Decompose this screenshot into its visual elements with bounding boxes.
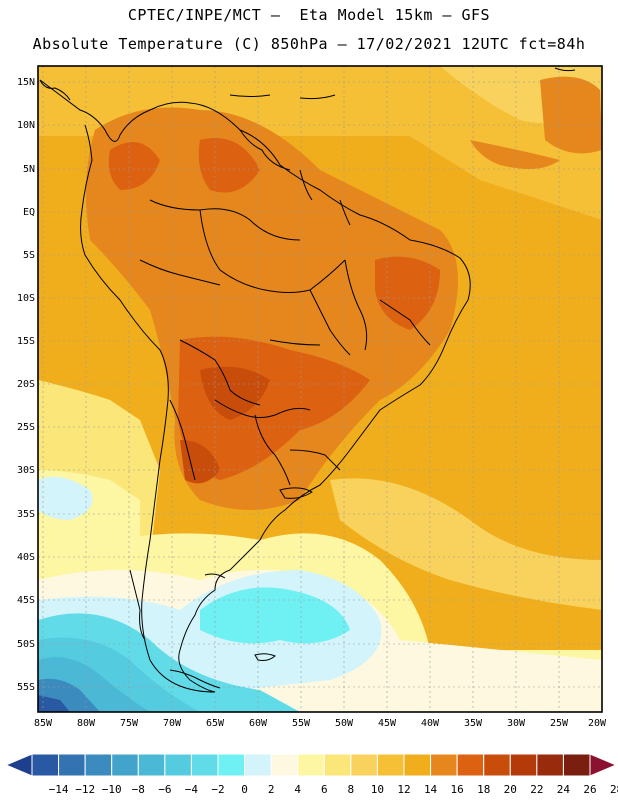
lon-label: 40W [421,718,440,729]
colorbar-swatch [376,753,405,777]
colorbar-swatch [137,753,166,777]
colorbar-max-arrow [589,753,618,777]
colorbar-tick-label: −10 [102,783,122,796]
colorbar-swatch [403,753,432,777]
lat-label: 25S [17,422,35,433]
colorbar-tick-label: 4 [294,783,301,796]
colorbar-swatch [430,753,458,777]
lon-label: 30W [507,718,526,729]
colorbar-swatch [270,753,299,777]
lat-label: 45S [17,595,35,606]
colorbar-swatch [111,753,139,777]
temperature-field [38,66,602,712]
colorbar-tick-label: 28 [610,783,618,796]
lat-label: EQ [23,207,35,218]
lon-label: 75W [120,718,139,729]
colorbar-tick-label: −12 [75,783,95,796]
lon-label: 80W [77,718,96,729]
latitude-labels: 15N 10N 5N EQ 5S 10S 15S 20S 25S 30S 35S… [17,77,35,693]
colorbar-tick-label: 6 [321,783,328,796]
colorbar-tick-label: 14 [424,783,438,796]
graticule [38,66,603,712]
colorbar-swatch [84,753,113,777]
colorbar-tick-label: 12 [397,783,410,796]
colorbar-tick-label: −4 [185,783,199,796]
lon-label: 65W [206,718,225,729]
colorbar-tick-label: 20 [504,783,517,796]
colorbar-min-arrow [4,753,33,777]
lat-label: 50S [17,639,35,650]
colorbar-tick-label: −8 [132,783,145,796]
lat-label: 10N [17,120,35,131]
colorbar-swatch [31,753,60,777]
lat-label: 20S [17,379,35,390]
colorbar-tick-label: 22 [530,783,543,796]
colorbar-tick-label: 16 [451,783,464,796]
title-line-1: CPTEC/INPE/MCT – Eta Model 15km – GFS [127,6,491,24]
coastlines [39,67,576,693]
lat-label: 5S [23,250,35,261]
colorbar-swatch [244,753,272,777]
lon-label: 35W [464,718,483,729]
colorbar-swatch [350,753,378,777]
longitude-labels: 85W 80W 75W 70W 65W 60W 55W 50W 45W 40W … [34,718,607,729]
lat-label: 10S [17,293,35,304]
colorbar: −14 −12 −10 −8 −6 −4 −2 0 2 4 6 8 10 12 14 16 18 20 22 24 26… [4,753,618,796]
colorbar-swatch [190,753,219,777]
lon-label: 25W [550,718,569,729]
colorbar-swatch [323,753,352,777]
colorbar-swatch [217,753,246,777]
colorbar-swatch [164,753,192,777]
colorbar-tick-label: −2 [211,783,224,796]
lat-label: 35S [17,509,35,520]
lon-label: 55W [292,718,311,729]
colorbar-tick-label: 18 [477,783,490,796]
map-frame [37,65,603,713]
lon-label: 70W [163,718,182,729]
colorbar-tick-label: 26 [583,783,596,796]
lat-label: 15N [17,77,35,88]
lat-label: 30S [17,465,35,476]
lon-label: 50W [335,718,354,729]
colorbar-tick-label: 0 [241,783,248,796]
lat-label: 40S [17,552,35,563]
lon-label: 20W [588,718,607,729]
colorbar-swatch [297,753,325,777]
lat-label: 55S [17,682,35,693]
colorbar-tick-label: 24 [557,783,571,796]
lat-label: 15S [17,336,35,347]
lon-label: 45W [378,718,397,729]
lon-label: 60W [249,718,268,729]
title-line-2: Absolute Temperature (C) 850hPa – 17/02/… [32,35,586,53]
colorbar-tick-label: 8 [348,783,355,796]
colorbar-swatch [562,753,591,777]
colorbar-tick-label: −6 [158,783,171,796]
colorbar-tick-label: 2 [268,783,275,796]
colorbar-swatch [456,753,485,777]
lon-label: 85W [34,718,53,729]
colorbar-swatch [58,753,86,777]
colorbar-swatch [536,753,564,777]
colorbar-swatch [509,753,538,777]
lat-label: 5N [23,164,35,175]
colorbar-swatch [483,753,511,777]
colorbar-tick-label: −14 [49,783,69,796]
colorbar-tick-label: 10 [371,783,384,796]
